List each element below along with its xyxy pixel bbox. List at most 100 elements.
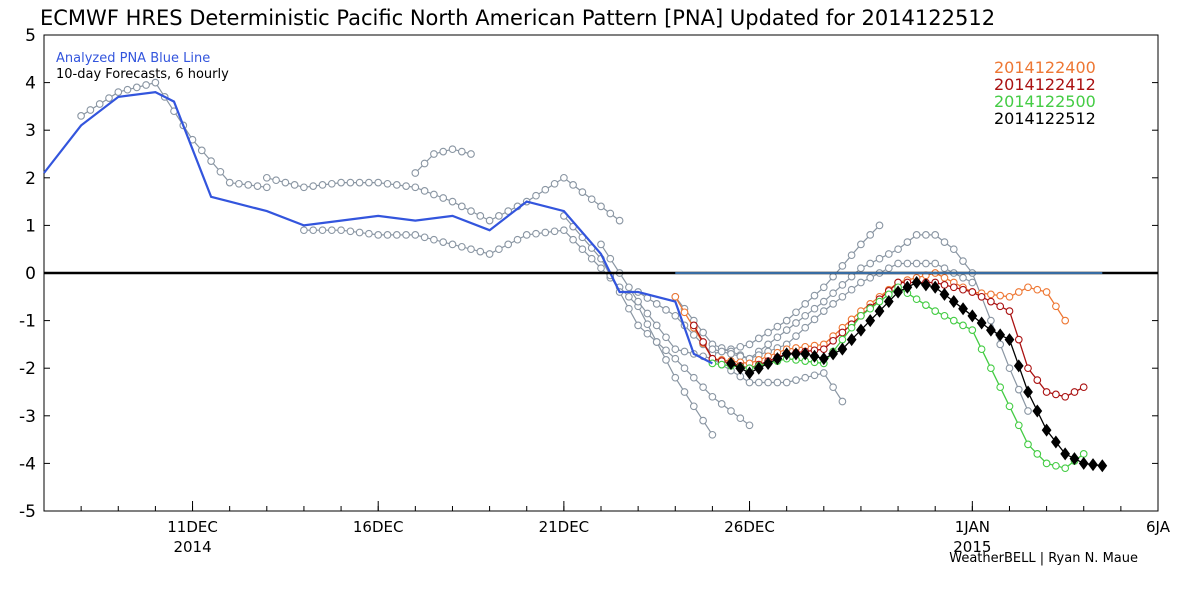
past-forecast-point bbox=[225, 178, 234, 187]
past-forecast-point bbox=[717, 347, 726, 356]
past-forecast-point bbox=[884, 250, 893, 258]
forecast-run-point bbox=[1014, 335, 1023, 344]
forecast-run-point bbox=[829, 336, 837, 345]
past-forecast-point bbox=[625, 283, 633, 292]
past-forecast-point bbox=[365, 229, 373, 238]
past-forecast-point bbox=[857, 278, 865, 287]
forecast-diamond-point bbox=[1023, 385, 1033, 399]
past-forecast-point bbox=[606, 254, 615, 263]
past-forecast-point bbox=[866, 273, 875, 282]
past-forecast-point bbox=[420, 187, 429, 195]
past-forecast-series bbox=[411, 145, 475, 177]
forecast-run-point bbox=[1052, 302, 1060, 311]
past-forecast-point bbox=[374, 231, 383, 239]
past-forecast-point bbox=[829, 383, 837, 392]
past-forecast-point bbox=[346, 178, 355, 187]
past-forecast-point bbox=[819, 297, 828, 306]
past-forecast-point bbox=[884, 264, 893, 273]
past-forecast-point bbox=[810, 315, 819, 324]
past-forecast-point bbox=[485, 216, 494, 225]
past-forecast-point bbox=[912, 231, 921, 239]
past-forecast-point bbox=[253, 182, 262, 190]
past-forecast-point bbox=[708, 430, 717, 439]
past-forecast-point bbox=[792, 319, 800, 327]
past-forecast-point bbox=[652, 300, 661, 308]
past-forecast-point bbox=[819, 369, 828, 377]
forecast-run-point bbox=[689, 321, 698, 330]
past-forecast-point bbox=[931, 231, 940, 239]
forecast-run-point bbox=[838, 328, 847, 337]
forecast-run-point bbox=[1042, 388, 1051, 396]
past-forecast-point bbox=[829, 272, 837, 281]
forecast-run-point bbox=[987, 290, 995, 299]
forecast-run-point bbox=[1061, 464, 1070, 473]
past-forecast-point bbox=[708, 392, 717, 401]
past-forecast-point bbox=[560, 173, 568, 182]
past-forecast-point bbox=[587, 195, 596, 204]
past-forecast-point bbox=[439, 194, 448, 202]
forecast-diamond-point bbox=[828, 347, 838, 361]
past-forecast-point bbox=[560, 226, 568, 235]
past-forecast-point bbox=[457, 242, 466, 251]
past-forecast-point bbox=[1014, 385, 1023, 394]
forecast-diamond-point bbox=[753, 361, 764, 375]
past-forecast-point bbox=[309, 226, 318, 235]
y-tick-label: 3 bbox=[25, 121, 36, 141]
past-forecast-point bbox=[216, 167, 225, 176]
past-forecast-point bbox=[782, 316, 791, 325]
past-forecast-point bbox=[327, 179, 336, 188]
past-forecast-point bbox=[244, 181, 253, 189]
past-forecast-point bbox=[736, 342, 745, 351]
past-forecast-point bbox=[838, 281, 847, 289]
forecast-diamond-point bbox=[726, 356, 736, 370]
past-forecast-point bbox=[875, 221, 884, 230]
past-forecast-point bbox=[662, 346, 670, 355]
legend-entry: 2014122412 bbox=[994, 75, 1096, 94]
forecast-diamond-point bbox=[818, 352, 829, 366]
past-forecast-point bbox=[968, 278, 977, 287]
past-forecast-point bbox=[430, 235, 438, 244]
past-forecast-point bbox=[949, 245, 958, 254]
past-forecast-point bbox=[754, 334, 763, 343]
past-forecast-point bbox=[829, 289, 837, 298]
past-forecast-point bbox=[708, 345, 717, 354]
forecast-run-point bbox=[987, 364, 995, 373]
x-tick-label: 21DEC bbox=[539, 518, 590, 536]
past-forecast-point bbox=[615, 216, 624, 225]
forecast-diamond-point bbox=[1069, 452, 1080, 466]
forecast-run-point bbox=[968, 326, 977, 334]
past-forecast-point bbox=[764, 328, 772, 337]
forecast-run-point bbox=[1005, 307, 1014, 315]
past-forecast-point bbox=[430, 150, 438, 158]
past-forecast-point bbox=[365, 178, 373, 187]
forecast-run-point bbox=[949, 316, 958, 325]
forecast-diamond-point bbox=[958, 302, 968, 316]
forecast-diamond-point bbox=[809, 349, 820, 363]
past-forecast-point bbox=[903, 259, 912, 268]
forecast-diamond-point bbox=[911, 276, 922, 290]
past-forecast-point bbox=[745, 378, 754, 387]
past-forecast-series bbox=[262, 173, 624, 225]
past-forecast-point bbox=[355, 228, 364, 237]
credit-text: WeatherBELL | Ryan N. Maue bbox=[949, 551, 1138, 566]
forecast-run-point bbox=[838, 335, 847, 344]
x-axis-ticks: 11DEC 2014 16DEC 21DEC 26DEC 1JAN 2015 6JA bbox=[43, 501, 1171, 556]
x-tick-label: 6JA bbox=[1146, 518, 1171, 536]
y-tick-label: -5 bbox=[19, 502, 36, 522]
past-forecast-point bbox=[625, 304, 633, 313]
past-forecast-point bbox=[569, 181, 577, 189]
forecast-run-point bbox=[875, 297, 884, 306]
past-forecasts bbox=[77, 78, 1032, 439]
forecast-run-point bbox=[1005, 292, 1014, 301]
past-forecast-point bbox=[643, 309, 652, 318]
past-forecast-point bbox=[847, 285, 856, 294]
past-forecast-point bbox=[197, 146, 206, 155]
forecast-diamond-point bbox=[948, 295, 959, 309]
forecast-diamond-point bbox=[791, 347, 801, 361]
forecast-run-point bbox=[940, 311, 949, 320]
forecast-run-point bbox=[931, 307, 940, 315]
past-forecast-point bbox=[132, 83, 141, 92]
past-forecast-point bbox=[996, 340, 1005, 349]
past-forecast-series bbox=[560, 212, 754, 430]
